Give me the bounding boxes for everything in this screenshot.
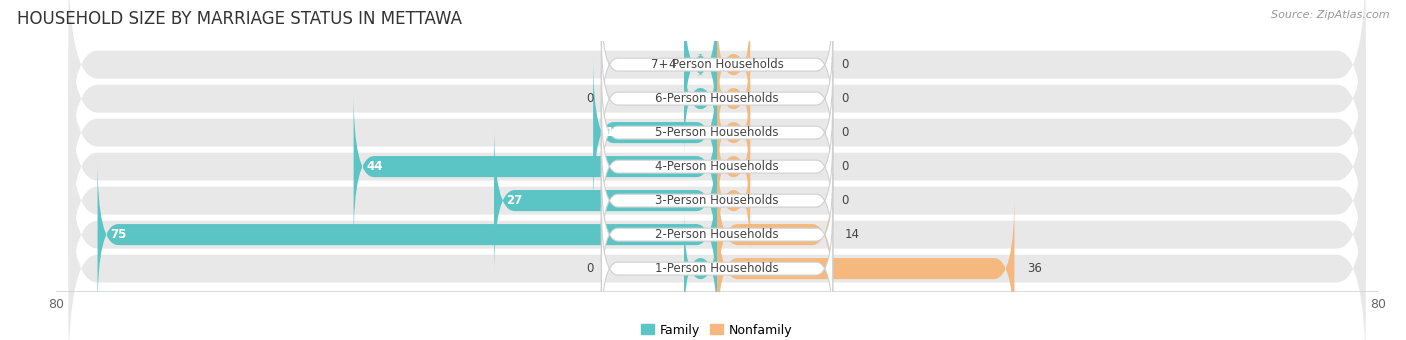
FancyBboxPatch shape xyxy=(69,96,1365,306)
FancyBboxPatch shape xyxy=(69,62,1365,272)
Text: 3-Person Households: 3-Person Households xyxy=(655,194,779,207)
FancyBboxPatch shape xyxy=(602,207,832,330)
FancyBboxPatch shape xyxy=(717,160,832,309)
Text: 36: 36 xyxy=(1026,262,1042,275)
Text: 1-Person Households: 1-Person Households xyxy=(655,262,779,275)
Text: 15: 15 xyxy=(606,126,621,139)
FancyBboxPatch shape xyxy=(685,211,717,326)
FancyBboxPatch shape xyxy=(97,160,717,309)
Text: 4: 4 xyxy=(668,58,676,71)
Text: 2-Person Households: 2-Person Households xyxy=(655,228,779,241)
FancyBboxPatch shape xyxy=(717,143,751,258)
Text: 0: 0 xyxy=(841,58,848,71)
FancyBboxPatch shape xyxy=(717,109,751,224)
Text: HOUSEHOLD SIZE BY MARRIAGE STATUS IN METTAWA: HOUSEHOLD SIZE BY MARRIAGE STATUS IN MET… xyxy=(17,10,463,28)
Text: 0: 0 xyxy=(586,262,593,275)
Text: 27: 27 xyxy=(506,194,523,207)
FancyBboxPatch shape xyxy=(69,0,1365,170)
FancyBboxPatch shape xyxy=(602,3,832,126)
FancyBboxPatch shape xyxy=(69,130,1365,340)
Legend: Family, Nonfamily: Family, Nonfamily xyxy=(637,319,797,340)
Text: 5-Person Households: 5-Person Households xyxy=(655,126,779,139)
FancyBboxPatch shape xyxy=(602,71,832,194)
Text: 14: 14 xyxy=(845,228,860,241)
Text: 0: 0 xyxy=(841,160,848,173)
FancyBboxPatch shape xyxy=(685,0,717,139)
FancyBboxPatch shape xyxy=(717,41,751,156)
FancyBboxPatch shape xyxy=(717,75,751,190)
FancyBboxPatch shape xyxy=(593,58,717,207)
Text: 4-Person Households: 4-Person Households xyxy=(655,160,779,173)
Text: 44: 44 xyxy=(366,160,382,173)
Text: Source: ZipAtlas.com: Source: ZipAtlas.com xyxy=(1271,10,1389,20)
FancyBboxPatch shape xyxy=(69,164,1365,340)
Text: 0: 0 xyxy=(586,92,593,105)
FancyBboxPatch shape xyxy=(717,7,751,122)
FancyBboxPatch shape xyxy=(717,194,1014,340)
Text: 75: 75 xyxy=(110,228,127,241)
FancyBboxPatch shape xyxy=(602,139,832,262)
FancyBboxPatch shape xyxy=(602,37,832,160)
Text: 7+ Person Households: 7+ Person Households xyxy=(651,58,783,71)
Text: 0: 0 xyxy=(841,92,848,105)
Text: 0: 0 xyxy=(841,194,848,207)
FancyBboxPatch shape xyxy=(602,173,832,296)
FancyBboxPatch shape xyxy=(685,41,717,156)
FancyBboxPatch shape xyxy=(494,126,717,275)
Text: 6-Person Households: 6-Person Households xyxy=(655,92,779,105)
FancyBboxPatch shape xyxy=(69,28,1365,238)
FancyBboxPatch shape xyxy=(69,0,1365,204)
FancyBboxPatch shape xyxy=(354,92,717,241)
Text: 0: 0 xyxy=(841,126,848,139)
FancyBboxPatch shape xyxy=(602,105,832,228)
